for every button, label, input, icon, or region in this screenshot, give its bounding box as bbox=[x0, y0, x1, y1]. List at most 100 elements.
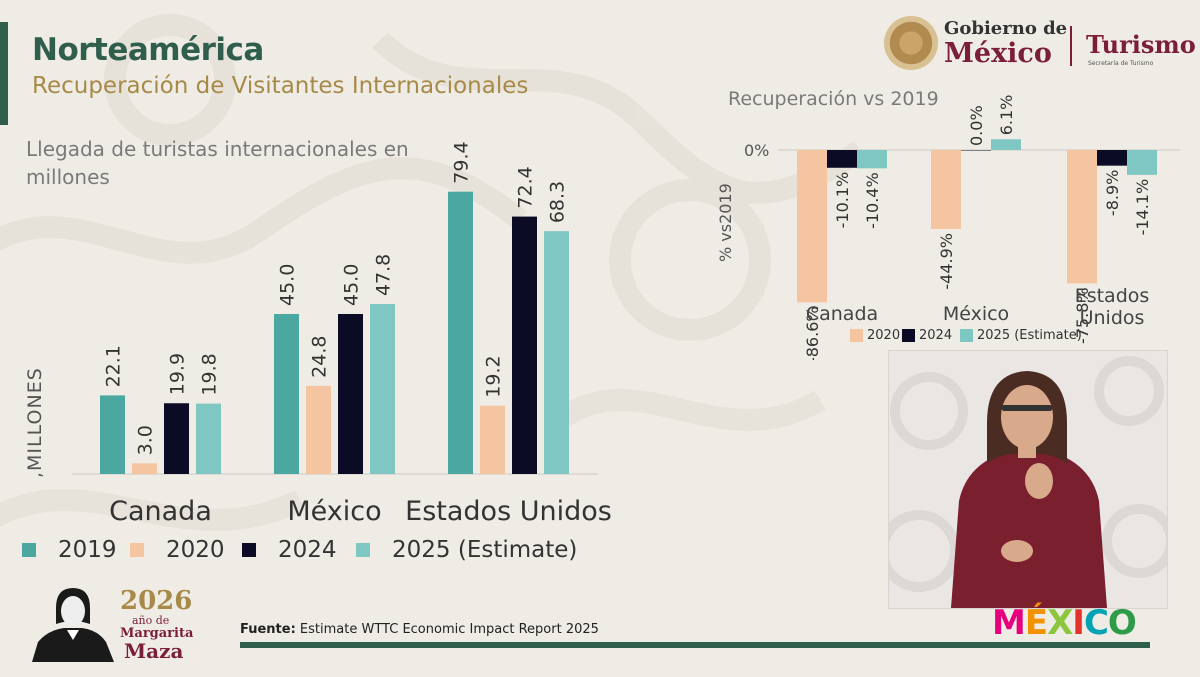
logo-divider bbox=[1070, 26, 1072, 66]
bar-2020-2 bbox=[480, 405, 505, 474]
data-label2-2025-2: -14.1% bbox=[1133, 179, 1152, 236]
legend-swatch-2025 bbox=[356, 543, 370, 557]
recovery-bar-chart: 0% -86.6% -10.1% -10.4% Canada -44.9% 0.0% 6.1%… bbox=[744, 95, 1180, 360]
brand-letter-4: C bbox=[1083, 603, 1109, 643]
bar2-2024-2 bbox=[1097, 150, 1127, 166]
legend2-swatch-2024 bbox=[902, 329, 915, 342]
bar-2025-1 bbox=[370, 304, 395, 474]
bar2-2020-2 bbox=[1067, 150, 1097, 284]
data-label-2019-1: 45.0 bbox=[277, 264, 299, 306]
legend-label-2025: 2025 (Estimate) bbox=[392, 537, 578, 563]
bar-2024-2 bbox=[512, 216, 537, 475]
legend-item-2024: 2024 bbox=[242, 537, 337, 563]
bar-2020-1 bbox=[306, 385, 331, 474]
category2-label-1-0: México bbox=[943, 303, 1009, 325]
legend2-item-2024: 2024 bbox=[902, 328, 952, 343]
gobierno-line1: Gobierno de bbox=[944, 18, 1068, 39]
legend2-label-2025: 2025 (Estimate) bbox=[977, 328, 1082, 343]
legend-label-2024: 2024 bbox=[278, 537, 337, 563]
data-label-2025-1: 47.8 bbox=[373, 254, 395, 296]
category2-label-2-1: Unidos bbox=[1080, 307, 1145, 329]
bar2-2020-1 bbox=[931, 150, 961, 230]
data-label2-2024-0: -10.1% bbox=[833, 172, 852, 229]
bar-2019-1 bbox=[274, 314, 299, 474]
brand-letter-5: O bbox=[1107, 603, 1137, 643]
data-label-2025-0: 19.8 bbox=[199, 353, 221, 395]
legend-label-2020: 2020 bbox=[166, 537, 225, 563]
data-label-2020-2: 19.2 bbox=[483, 355, 505, 397]
gobierno-turismo-logo: Gobierno de México Turismo Secretaría de… bbox=[880, 14, 1196, 74]
arrivals-bar-chart: 22.1 3.0 19.9 19.8 Canada 45.0 24.8 45.0 47.8 Méx… bbox=[72, 141, 612, 527]
data-label-2019-2: 79.4 bbox=[451, 141, 473, 183]
data-label-2020-1: 24.8 bbox=[309, 336, 331, 378]
legend2-swatch-2025 bbox=[960, 329, 973, 342]
data-label-2024-2: 72.4 bbox=[515, 166, 537, 208]
legend2-label-2020: 2020 bbox=[867, 328, 901, 343]
legend-label-2019: 2019 bbox=[58, 537, 117, 563]
margarita-year: 2026 bbox=[120, 586, 193, 616]
legend-item-2019: 2019 bbox=[22, 537, 117, 563]
legend2-item-2025: 2025 (Estimate) bbox=[960, 328, 1082, 343]
data-label-2025-2: 68.3 bbox=[547, 181, 569, 223]
brand-letter-3: I bbox=[1072, 603, 1085, 643]
data-label2-2024-2: -8.9% bbox=[1103, 170, 1122, 216]
bar-2024-1 bbox=[338, 314, 363, 474]
brand-letter-1: É bbox=[1024, 603, 1048, 643]
data-label-2019-0: 22.1 bbox=[103, 345, 125, 387]
bar-2024-0 bbox=[164, 403, 189, 474]
gobierno-line2: México bbox=[944, 38, 1052, 69]
turismo-sublabel: Secretaría de Turismo bbox=[1088, 60, 1154, 67]
page-subtitle: Recuperación de Visitantes Internacional… bbox=[32, 73, 529, 99]
legend2-swatch-2020 bbox=[850, 329, 863, 342]
legend2-label-2024: 2024 bbox=[919, 328, 953, 343]
data-label2-2024-1: 0.0% bbox=[967, 105, 986, 146]
interpreter-person-icon bbox=[889, 356, 1167, 608]
data-label2-2025-0: -10.4% bbox=[863, 172, 882, 229]
footer-bar bbox=[240, 642, 1150, 648]
bar2-2024-1 bbox=[961, 150, 991, 151]
bar-2020-0 bbox=[132, 463, 157, 474]
source-note: Fuente: Estimate WTTC Economic Impact Re… bbox=[240, 622, 599, 637]
bar2-2024-0 bbox=[827, 150, 857, 168]
margarita-small: año de bbox=[132, 614, 170, 627]
national-seal-icon bbox=[884, 16, 938, 70]
chart1-legend: 2019 2020 2024 2025 (Estimate) bbox=[22, 537, 622, 577]
chart1-title: Llegada de turistas internacionales en m… bbox=[26, 137, 409, 189]
chart2-title: Recuperación vs 2019 bbox=[728, 88, 939, 110]
category2-label-2-0: Estados bbox=[1075, 285, 1150, 307]
category-label-1: México bbox=[287, 496, 381, 527]
bar-2019-0 bbox=[100, 395, 125, 474]
data-label-2020-0: 3.0 bbox=[135, 425, 157, 455]
margarita-name1: Margarita bbox=[120, 626, 194, 641]
bar2-2025-0 bbox=[857, 150, 887, 169]
source-text: Estimate WTTC Economic Impact Report 202… bbox=[295, 622, 599, 637]
bar-2025-0 bbox=[196, 403, 221, 474]
brand-letter-0: M bbox=[992, 603, 1026, 643]
chart2-legend: 2020 2024 2025 (Estimate) bbox=[850, 328, 1110, 350]
category-label-2: Estados Unidos bbox=[405, 496, 612, 527]
mexico-brand-logo: MÉXICO bbox=[992, 603, 1137, 643]
bar-2025-2 bbox=[544, 231, 569, 474]
data-label2-2025-1: 6.1% bbox=[997, 95, 1016, 136]
bar2-2025-1 bbox=[991, 139, 1021, 150]
data-label-2024-0: 19.9 bbox=[167, 353, 189, 395]
category-label-0: Canada bbox=[109, 496, 212, 527]
legend-swatch-2024 bbox=[242, 543, 256, 557]
chart2-zero-label: 0% bbox=[744, 141, 769, 160]
margarita-maza-logo: 2026 año de Margarita Maza bbox=[28, 582, 198, 663]
turismo-label: Turismo bbox=[1086, 30, 1196, 59]
legend-swatch-2019 bbox=[22, 543, 36, 557]
brand-letter-2: X bbox=[1047, 603, 1073, 643]
legend-swatch-2020 bbox=[130, 543, 144, 557]
page-title: Norteamérica bbox=[32, 32, 264, 68]
title-accent-bar bbox=[0, 22, 8, 125]
data-label2-2020-0: -86.6% bbox=[803, 306, 822, 360]
bar-2019-2 bbox=[448, 191, 473, 474]
legend-item-2025: 2025 (Estimate) bbox=[356, 537, 577, 563]
source-label: Fuente: bbox=[240, 622, 296, 637]
bar2-2025-2 bbox=[1127, 150, 1157, 175]
bar2-2020-0 bbox=[797, 150, 827, 303]
data-label-2024-1: 45.0 bbox=[341, 264, 363, 306]
sign-language-interpreter-video bbox=[888, 350, 1168, 609]
